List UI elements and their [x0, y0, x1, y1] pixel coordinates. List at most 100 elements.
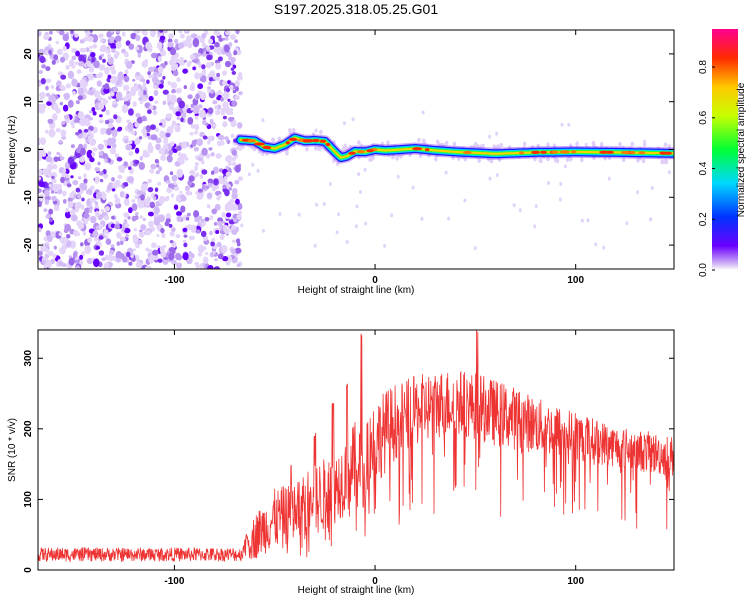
noise-dot [48, 208, 54, 215]
noise-dot [230, 34, 237, 40]
track-halo-dot [599, 141, 604, 147]
noise-dot [163, 143, 169, 150]
noise-dot [90, 215, 97, 224]
noise-dot [201, 42, 206, 48]
noise-dot [186, 257, 193, 265]
noise-dot [196, 264, 200, 269]
noise-dot [78, 129, 82, 134]
noise-dot [230, 248, 236, 255]
noise-dot [157, 66, 164, 74]
snr-frame [37, 329, 675, 571]
noise-dot [134, 147, 140, 154]
noise-dot [138, 231, 145, 238]
noise-dot [169, 47, 177, 56]
track-halo-dot [371, 155, 375, 161]
noise-dot [90, 185, 95, 191]
noise-dot [38, 151, 43, 159]
noise-dot [64, 223, 71, 232]
noise-dot [191, 139, 197, 147]
noise-dot [187, 94, 193, 100]
noise-dot [166, 187, 173, 194]
noise-dot [232, 89, 237, 94]
noise-dot [86, 149, 93, 159]
noise-dot [201, 33, 207, 39]
noise-dot [201, 147, 208, 156]
noise-dot [211, 185, 217, 192]
noise-dot [107, 56, 114, 65]
noise-dot [363, 167, 367, 172]
noise-dot [195, 115, 199, 120]
noise-dot [197, 244, 205, 254]
noise-dot [75, 131, 80, 136]
noise-dot [150, 169, 155, 174]
noise-dot [186, 212, 191, 217]
noise-dot [180, 194, 185, 200]
noise-dot [123, 161, 128, 167]
noise-dot [233, 50, 238, 56]
noise-dot [114, 35, 122, 43]
noise-dot [199, 174, 204, 179]
colorbar: 0.0 0.2 0.4 0.6 0.8 Normalized spectral ampl… [698, 29, 747, 277]
noise-dot [50, 85, 55, 89]
noise-dot [190, 103, 195, 108]
noise-dot [74, 33, 79, 38]
noise-dot [226, 139, 231, 145]
noise-dot [171, 248, 176, 254]
track-halo-dot [344, 146, 349, 151]
noise-dot [88, 66, 95, 73]
noise-dot [38, 82, 42, 86]
noise-dot [137, 239, 143, 245]
noise-dot [151, 75, 159, 84]
noise-dot [130, 32, 137, 40]
noise-dot [192, 105, 200, 115]
noise-dot [95, 74, 100, 78]
noise-dot [167, 183, 174, 189]
noise-dot [152, 254, 159, 261]
noise-dot [115, 41, 122, 49]
noise-dot [188, 175, 195, 182]
noise-dot [84, 207, 91, 214]
noise-dot [158, 214, 166, 223]
noise-dot [180, 205, 186, 213]
noise-dot [170, 193, 175, 198]
noise-dot [71, 214, 78, 222]
noise-dot [71, 64, 76, 69]
noise-dot [39, 137, 47, 146]
noise-dot [46, 101, 52, 106]
noise-dot [59, 246, 66, 255]
noise-dot [194, 123, 200, 131]
noise-dot [103, 139, 108, 143]
noise-dot [153, 89, 159, 97]
noise-dot [150, 52, 158, 59]
noise-dot [49, 30, 53, 35]
noise-dot [207, 86, 211, 90]
noise-dot [89, 45, 93, 49]
noise-dot [171, 259, 177, 265]
noise-dot [225, 171, 232, 177]
noise-dot [59, 30, 65, 36]
noise-dot [567, 122, 571, 127]
noise-dot [207, 192, 212, 199]
noise-dot [114, 224, 121, 230]
noise-dot [139, 99, 143, 105]
noise-dot [167, 41, 174, 48]
noise-dot [60, 74, 67, 80]
noise-dot [176, 211, 182, 217]
noise-dot [135, 46, 140, 51]
noise-dot [222, 121, 228, 128]
noise-dot [224, 228, 230, 235]
noise-dot [103, 173, 109, 179]
noise-dot [547, 181, 550, 185]
noise-dot [125, 144, 132, 151]
noise-dot [212, 76, 217, 80]
track-halo-dot [667, 144, 672, 150]
noise-dot [251, 162, 255, 167]
noise-dot [217, 90, 223, 95]
noise-dot [222, 115, 227, 120]
noise-dot [169, 240, 174, 244]
noise-dot [53, 156, 59, 162]
noise-dot [171, 89, 177, 94]
track-halo-dot [452, 141, 457, 147]
colorbar-ticks: 0.0 0.2 0.4 0.6 0.8 [698, 60, 715, 277]
noise-dot [83, 178, 88, 184]
